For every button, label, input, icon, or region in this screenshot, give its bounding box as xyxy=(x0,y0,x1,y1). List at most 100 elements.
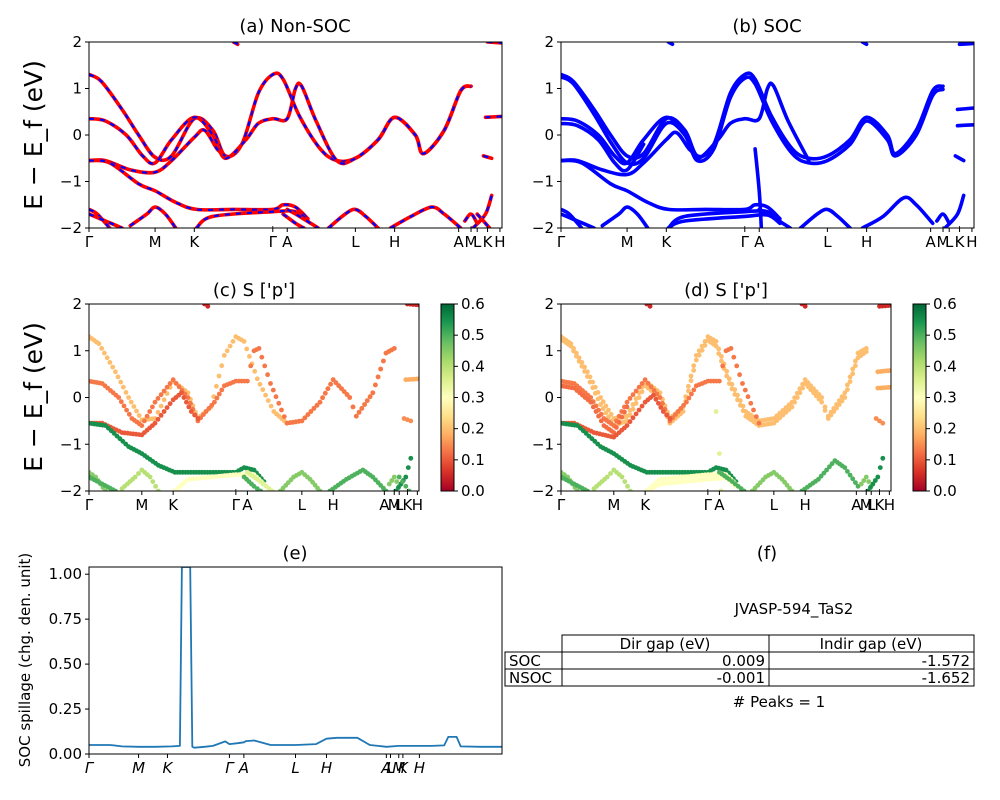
band-point xyxy=(311,406,317,411)
panel-b-bands xyxy=(561,42,974,228)
ytick-label: 0 xyxy=(72,389,82,407)
gap-table-row-1-label: SOC xyxy=(509,652,541,670)
band-point xyxy=(359,406,365,411)
band-point xyxy=(735,397,740,403)
xtick-label: H xyxy=(861,233,872,251)
band-point xyxy=(308,409,314,414)
panel-c-colorbar: 0.6 0.5 0.4 0.3 0.2 0.1 0.0 xyxy=(440,295,485,500)
band-line xyxy=(798,207,852,228)
band-point xyxy=(182,391,188,397)
xtick-label: Γ xyxy=(85,233,94,251)
band-point xyxy=(173,380,179,386)
band-line-dashed xyxy=(483,154,493,160)
colorbar-tick-label: 0.6 xyxy=(933,295,957,313)
band-point xyxy=(126,395,131,400)
band-point xyxy=(571,348,576,354)
band-point xyxy=(252,368,258,374)
band-point xyxy=(216,373,222,379)
xtick-label: Γ xyxy=(704,496,713,514)
band-point xyxy=(378,366,384,372)
band-point xyxy=(400,479,405,484)
band-point xyxy=(356,409,362,415)
band-point xyxy=(150,479,156,484)
colorbar-tick-label: 0.4 xyxy=(461,357,485,375)
band-point xyxy=(598,418,604,424)
band-point xyxy=(592,390,598,396)
band-line-dashed xyxy=(472,195,493,228)
band-line xyxy=(953,154,966,163)
band-point xyxy=(651,392,656,398)
band-point xyxy=(585,488,590,491)
band-point xyxy=(658,405,664,410)
band-point xyxy=(595,396,601,402)
band-point xyxy=(673,412,678,417)
band-point xyxy=(691,387,697,393)
band-point xyxy=(268,381,273,386)
band-point xyxy=(260,387,266,393)
band-point xyxy=(89,472,95,477)
gap-table-row-2-label: NSOC xyxy=(509,669,552,687)
xtick-label: K xyxy=(168,496,179,514)
band-point xyxy=(179,390,184,396)
gap-table-row-1-indir: -1.572 xyxy=(922,652,970,670)
band-point xyxy=(107,360,113,365)
band-point xyxy=(604,474,610,480)
band-point xyxy=(777,415,783,421)
band-line xyxy=(89,81,473,166)
band-point xyxy=(647,304,653,309)
band-point xyxy=(113,369,118,375)
band-point xyxy=(214,383,219,389)
band-point xyxy=(667,416,673,421)
colorbar-tick-label: 0.5 xyxy=(933,326,957,344)
band-point xyxy=(118,379,124,385)
band-point xyxy=(256,346,262,351)
band-point xyxy=(167,381,173,386)
band-point xyxy=(888,368,891,373)
panel-a-bands xyxy=(89,42,502,228)
band-point xyxy=(624,404,630,410)
colorbar-tick-label: 0.3 xyxy=(933,389,957,407)
band-point xyxy=(619,414,625,420)
band-point xyxy=(633,388,639,394)
band-line xyxy=(471,193,494,228)
xtick-label: Γ xyxy=(741,233,750,251)
panel-e-ylabel: SOC spillage (chg. den. unit) xyxy=(16,553,34,768)
band-point xyxy=(717,378,722,384)
gap-table-row-1-dir: 0.009 xyxy=(722,652,765,670)
xtick-label: K xyxy=(640,496,651,514)
band-line-dashed xyxy=(463,213,479,224)
xtick-label: Γ xyxy=(85,759,95,777)
panel-d-yticks: 2 1 0 −1 −2 xyxy=(532,295,561,500)
band-point xyxy=(158,403,164,409)
band-line xyxy=(561,207,584,228)
band-point xyxy=(645,380,651,386)
band-point xyxy=(737,372,742,378)
band-point xyxy=(254,486,260,491)
band-point xyxy=(147,409,153,414)
band-point xyxy=(386,481,392,487)
band-point xyxy=(588,399,594,405)
band-point xyxy=(408,455,414,461)
band-point xyxy=(834,405,839,411)
band-line-dashed xyxy=(282,213,305,228)
xtick-label: H xyxy=(884,496,895,514)
panel-e-frame xyxy=(88,566,503,755)
band-line xyxy=(860,195,935,228)
band-point xyxy=(416,304,419,308)
band-point xyxy=(816,396,822,402)
band-point xyxy=(842,390,848,396)
colorbar-tick-label: 0.0 xyxy=(461,482,485,500)
band-point xyxy=(877,465,883,470)
ytick-label: 1 xyxy=(72,80,82,98)
band-point xyxy=(155,396,161,401)
panel-d-plot xyxy=(560,303,892,492)
band-point xyxy=(684,399,689,405)
band-point xyxy=(713,343,719,349)
band-point xyxy=(850,366,856,372)
band-point xyxy=(603,410,609,416)
colorbar-tick-label: 0.1 xyxy=(933,451,957,469)
band-point xyxy=(819,399,825,405)
band-point xyxy=(134,408,139,414)
band-point xyxy=(872,478,878,483)
band-point xyxy=(691,368,697,373)
